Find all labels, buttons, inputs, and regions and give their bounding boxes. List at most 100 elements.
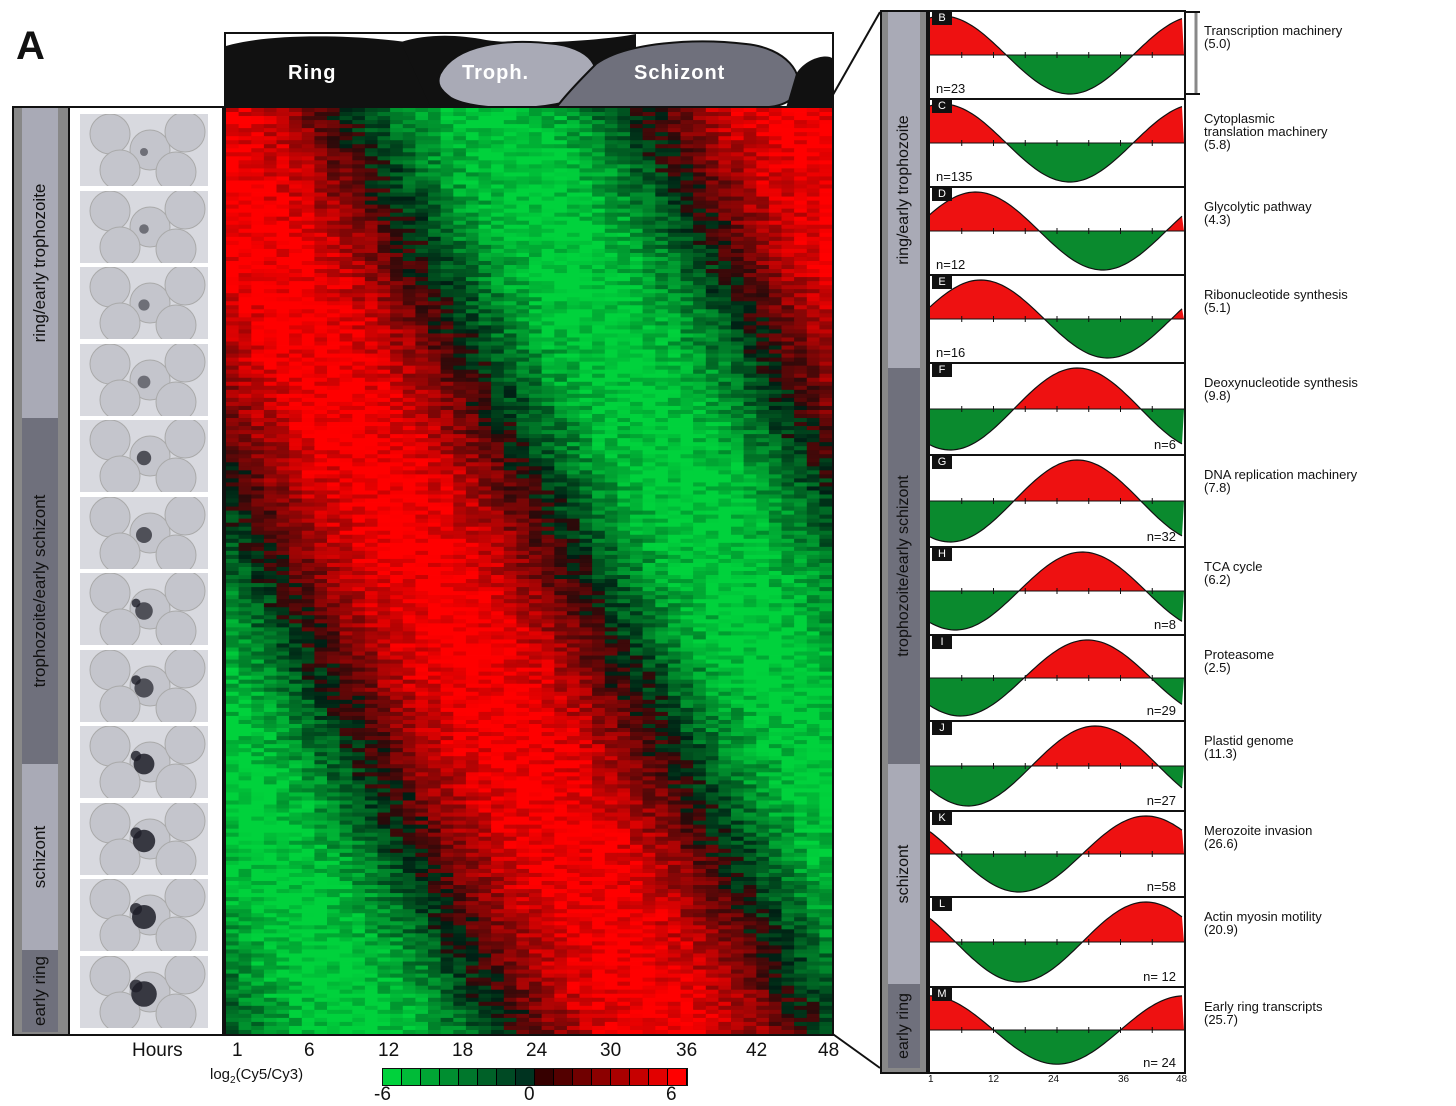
stage-label-troph: Troph. [462,62,530,84]
micrograph-thumbnail [80,496,208,571]
early-ring-stage-shape [786,56,832,108]
stage-header-shapes [226,34,832,108]
panel-letter-badge: B [932,12,952,25]
panel-category-label: DNA replication machinery (7.8) [1204,467,1358,495]
hour-tick-label: 30 [600,1040,622,1061]
rp-seg-ring: ring/early trophozoite [888,12,920,368]
panel-letter-badge: I [932,636,952,649]
schizont-stage-shape [554,40,800,108]
legend-label: log2(Cy5/Cy3) [210,1066,304,1086]
profile-axis-tick: 48 [1176,1074,1188,1085]
panel-n-count: n=23 [936,81,966,96]
legend-swatch [535,1069,554,1085]
panel-category-label: Early ring transcripts (25.7) [1204,999,1323,1027]
legend-swatch [573,1069,592,1085]
legend-swatch [440,1069,459,1085]
stage-seg-label: early ring [30,956,49,1026]
hour-tick-label: 36 [676,1040,698,1061]
panel-category-label: Ribonucleotide synthesis (5.1) [1204,287,1348,315]
panel-n-count: n=32 [1146,529,1176,544]
panel-letter: A [16,24,45,68]
expression-heatmap [224,106,834,1036]
rp-seg-troph: trophozoite/early schizont [888,368,920,764]
legend-tick-zero: 0 [524,1084,535,1105]
panel-category-label: Cytoplasmic translation machinery (5.8) [1204,111,1328,152]
panel-letter-badge: H [932,548,952,561]
right-stage-bar: ring/early trophozoite trophozoite/early… [880,10,928,1074]
legend-swatch [478,1069,497,1085]
panel-letter-badge: J [932,722,952,735]
stage-label-schizont: Schizont [634,62,726,84]
profile-bottom-axis: 1 12 24 36 48 [928,1072,1188,1088]
panel-n-count: n=58 [1146,879,1176,894]
panel-n-count: n=16 [936,345,966,360]
stage-header: Ring Troph. Schizont [224,32,834,108]
legend-tick-min: -6 [374,1084,391,1105]
micrograph-thumbnail [80,267,208,341]
legend-swatch [497,1069,516,1085]
color-legend-bar [382,1068,688,1086]
legend-swatch [402,1069,421,1085]
connector-bottom [829,1031,881,1069]
connector-top [829,11,881,101]
micrograph-thumbnail [80,726,208,800]
legend-tick-max: 6 [666,1084,677,1105]
stage-seg-label: schizont [30,825,49,889]
panel-letter-badge: K [932,812,952,825]
stage-seg-schizont: schizont [22,764,58,950]
panel-n-count: n=29 [1146,703,1176,718]
rp-seg-label: ring/early trophozoite [895,115,912,265]
legend-swatch [516,1069,535,1085]
legend-swatch [459,1069,478,1085]
heatmap-svg [226,108,832,1034]
legend-swatch [554,1069,573,1085]
micrograph-thumbnail [80,955,208,1030]
left-stage-bar: ring/early trophozoite trophozoite/early… [12,106,70,1036]
rp-seg-label: schizont [895,844,912,904]
panel-category-label: Actin myosin motility (20.9) [1204,909,1322,937]
micrograph-thumbnail [80,114,208,188]
micrograph-thumbnail [80,879,208,953]
panel-n-count: n=8 [1153,617,1176,632]
hour-tick-label: 48 [818,1040,840,1061]
legend-swatch [611,1069,630,1085]
panel-category-label: Deoxynucleotide synthesis (9.8) [1204,375,1358,403]
panel-category-label: Merozoite invasion (26.6) [1204,823,1313,851]
rp-seg-early-ring: early ring [888,984,920,1068]
panel-n-count: n=27 [1146,793,1176,808]
profile-axis-tick: 36 [1118,1074,1130,1085]
stage-seg-troph: trophozoite/early schizont [22,418,58,764]
hours-axis: Hours 1 6 12 18 24 30 36 42 48 [132,1040,842,1064]
stage-seg-ring: ring/early trophozoite [22,108,58,418]
ring-stage-shape [226,36,446,108]
microscopy-thumbnails [70,106,224,1036]
micrograph-thumbnail [80,343,208,418]
profile-axis-tick: 24 [1048,1074,1060,1085]
panel-n-count: n= 12 [1143,969,1176,984]
panel-category-label: TCA cycle (6.2) [1204,559,1263,587]
panel-n-count: n=12 [936,257,966,272]
panel-category-label: Plastid genome (11.3) [1204,733,1294,761]
legend-swatch [630,1069,649,1085]
stage-label-ring: Ring [288,62,337,84]
rp-seg-schizont: schizont [888,764,920,984]
hour-tick-label: 6 [304,1040,315,1061]
stage-seg-early-ring: early ring [22,950,58,1032]
panel-category-label: Proteasome (2.5) [1204,647,1275,675]
micrograph-thumbnail [80,802,208,877]
profile-axis-tick: 12 [988,1074,1000,1085]
panel-letter-badge: M [932,988,952,1001]
hour-tick-label: 24 [526,1040,548,1061]
panel-letter-badge: G [932,456,952,469]
hour-tick-label: 12 [378,1040,400,1061]
